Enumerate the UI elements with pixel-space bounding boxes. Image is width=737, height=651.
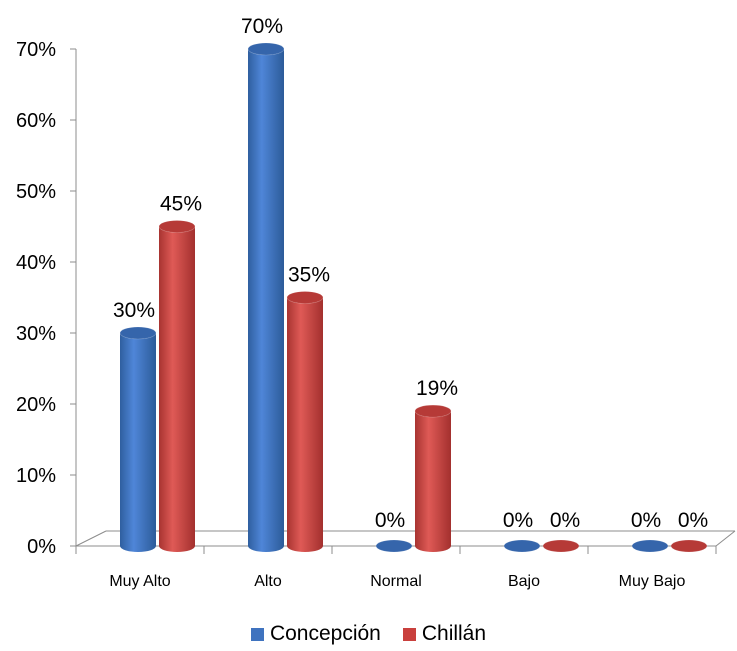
legend-swatch-concepcion <box>250 627 264 641</box>
y-tick-label: 20% <box>16 394 56 416</box>
bar-concepcion-3: 0% <box>503 509 541 553</box>
chart-legend: Concepción Chillán <box>0 622 737 646</box>
x-category-label: Bajo <box>508 573 540 590</box>
bar-concepcion-4: 0% <box>631 509 669 553</box>
bar-concepcion-3-label: 0% <box>503 509 533 532</box>
bar-chillan-2-top <box>414 404 452 418</box>
bar-chillan-1-body <box>287 297 323 552</box>
legend-label-chillan: Chillán <box>421 622 487 645</box>
bar-concepcion-2-label: 0% <box>375 509 405 532</box>
y-tick-label: 60% <box>16 110 56 132</box>
bar-concepcion-2: 0% <box>375 509 413 553</box>
legend-item-chillan: Chillán <box>402 622 487 646</box>
bar-chillan-0-label: 45% <box>160 193 202 216</box>
bar-concepcion-1: 70% <box>241 15 285 552</box>
legend-item-concepcion: Concepción <box>250 622 381 646</box>
floor-left-edge <box>75 530 107 547</box>
bar-chillan-4-label: 0% <box>678 509 708 532</box>
bar-chillan-0-body <box>159 226 195 552</box>
bar-chillan-2-label: 19% <box>416 377 458 400</box>
bar-concepcion-0-label: 30% <box>113 299 155 322</box>
floor-right-edge <box>715 530 736 547</box>
bar-concepcion-1-label: 70% <box>241 15 283 38</box>
legend-label-concepcion: Concepción <box>269 622 381 645</box>
bar-concepcion-4-top <box>631 539 669 553</box>
bar-concepcion-1-body <box>248 49 284 552</box>
bar-concepcion-2-top <box>375 539 413 553</box>
bar-chillan-1: 35% <box>286 264 330 552</box>
bar-concepcion-0-body <box>120 333 156 552</box>
bar-chillan-2: 19% <box>414 377 458 552</box>
bar-chillan-2-body <box>415 411 451 552</box>
bar-concepcion-3-top <box>503 539 541 553</box>
y-tick-label: 50% <box>16 181 56 203</box>
bar-concepcion-1-top <box>247 42 285 56</box>
bar-chillan-3-top <box>542 539 580 553</box>
bar-chillan-1-top <box>286 291 324 304</box>
bar-concepcion-0-top <box>119 326 157 340</box>
legend-swatch-chillan <box>402 627 416 641</box>
bar-chillan-3-label: 0% <box>550 509 580 532</box>
bar-chart: 0% 10% 20% 30% 40% 50% 60% 70% Muy Alto Alto Norma… <box>16 15 736 590</box>
bar-concepcion-4-label: 0% <box>631 509 661 532</box>
bar-concepcion-0: 30% <box>113 299 157 552</box>
y-tick-label: 0% <box>27 536 56 558</box>
bar-chillan-3: 0% <box>542 509 580 553</box>
y-tick-label: 40% <box>16 252 56 274</box>
y-tick-label: 70% <box>16 39 56 61</box>
y-tick-label: 30% <box>16 323 56 345</box>
y-tick-label: 10% <box>16 465 56 487</box>
x-category-label: Alto <box>254 573 282 590</box>
bar-chillan-1-label: 35% <box>288 264 330 287</box>
x-category-label: Normal <box>370 573 422 590</box>
bar-chillan-0-top <box>158 220 196 233</box>
x-category-label: Muy Alto <box>109 573 170 590</box>
x-category-label: Muy Bajo <box>619 573 686 590</box>
bar-chillan-4: 0% <box>670 509 708 553</box>
bar-chillan-4-top <box>670 539 708 553</box>
bar-chillan-0: 45% <box>158 193 202 552</box>
